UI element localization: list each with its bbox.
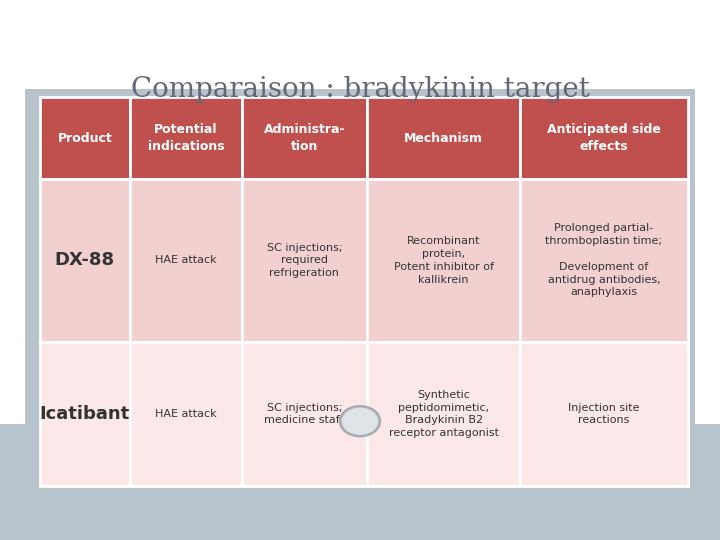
Circle shape (340, 406, 380, 436)
FancyBboxPatch shape (242, 179, 367, 342)
Text: Prolonged partial-
thromboplastin time;

Development of
antidrug antibodies,
ana: Prolonged partial- thromboplastin time; … (546, 224, 662, 298)
FancyBboxPatch shape (521, 179, 688, 342)
FancyBboxPatch shape (242, 97, 367, 179)
FancyBboxPatch shape (130, 179, 242, 342)
Text: SC injections;
required
refrigeration: SC injections; required refrigeration (266, 242, 342, 278)
FancyBboxPatch shape (367, 342, 521, 486)
FancyBboxPatch shape (367, 97, 521, 179)
FancyBboxPatch shape (521, 342, 688, 486)
Text: DX-88: DX-88 (55, 252, 115, 269)
FancyBboxPatch shape (130, 342, 242, 486)
Bar (0, 424, 720, 540)
FancyBboxPatch shape (40, 179, 130, 342)
Bar (25, 89, 695, 497)
Circle shape (343, 408, 377, 434)
Text: HAE attack: HAE attack (155, 409, 217, 419)
FancyBboxPatch shape (242, 342, 367, 486)
FancyBboxPatch shape (521, 97, 688, 179)
Text: Anticipated side
effects: Anticipated side effects (547, 123, 661, 153)
Text: Comparaison : bradykinin target: Comparaison : bradykinin target (130, 76, 590, 103)
FancyBboxPatch shape (40, 97, 130, 179)
Text: Injection site
reactions: Injection site reactions (568, 403, 640, 426)
Text: Mechanism: Mechanism (404, 132, 483, 145)
Bar (0, 0, 720, 424)
FancyBboxPatch shape (367, 179, 521, 342)
Text: Potential
indications: Potential indications (148, 123, 224, 153)
Text: Product: Product (58, 132, 112, 145)
Text: SC injections;
medicine staff: SC injections; medicine staff (264, 403, 344, 426)
FancyBboxPatch shape (40, 342, 130, 486)
Text: Recombinant
protein,
Potent inhibitor of
kallikrein: Recombinant protein, Potent inhibitor of… (394, 237, 494, 285)
Text: Administra-
tion: Administra- tion (264, 123, 345, 153)
Text: Synthetic
peptidomimetic,
Bradykinin B2
receptor antagonist: Synthetic peptidomimetic, Bradykinin B2 … (389, 390, 499, 438)
Text: HAE attack: HAE attack (155, 255, 217, 266)
Text: Icatibant: Icatibant (40, 405, 130, 423)
FancyBboxPatch shape (130, 97, 242, 179)
